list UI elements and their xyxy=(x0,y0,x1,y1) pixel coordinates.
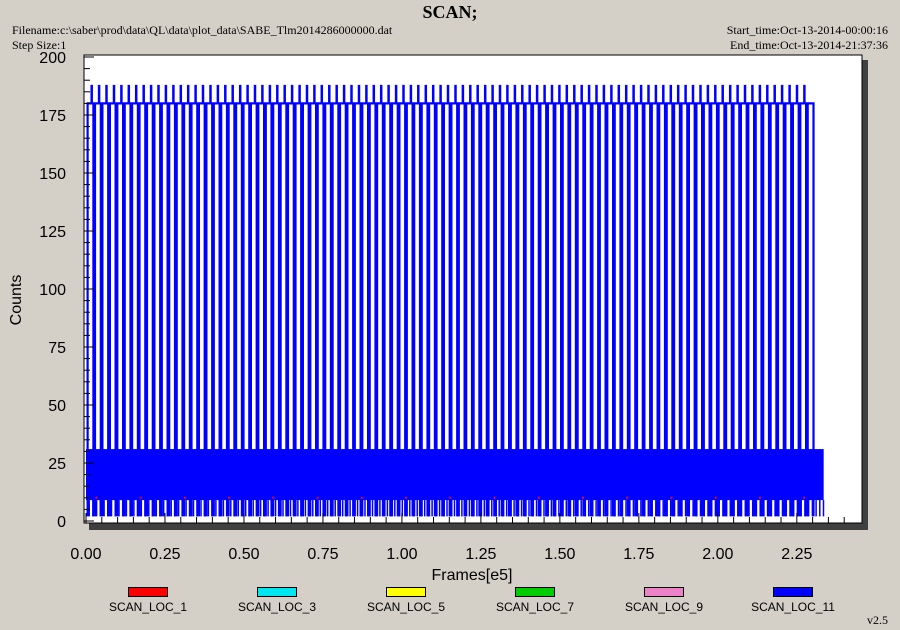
legend-label: SCAN_LOC_7 xyxy=(495,600,575,614)
scan-loc-1-point xyxy=(360,496,363,499)
legend-swatch xyxy=(257,587,297,597)
x-tick-label: 1.00 xyxy=(386,546,417,563)
x-tick-label: 2.00 xyxy=(702,546,733,563)
legend-item: SCAN_LOC_1 xyxy=(93,587,203,614)
scan-loc-1-point xyxy=(139,496,142,499)
scan-loc-1-point xyxy=(493,496,496,499)
chart-title: SCAN; xyxy=(422,2,478,22)
filename-label: Filename:c:\saber\prod\data\QL\data\plot… xyxy=(12,23,393,37)
legend-item: SCAN_LOC_11 xyxy=(738,587,848,614)
scan-loc-11-spikes xyxy=(90,84,806,104)
legend-swatch xyxy=(386,587,426,597)
scan-loc-1-point xyxy=(449,496,452,499)
scan-loc-11-band xyxy=(86,449,824,501)
x-tick-label: 0.25 xyxy=(149,546,180,563)
legend-swatch xyxy=(644,587,684,597)
x-tick-label: 0.75 xyxy=(307,546,338,563)
scan-loc-1-point xyxy=(626,496,629,499)
scan-loc-1-point xyxy=(758,496,761,499)
y-tick-label: 175 xyxy=(39,108,66,125)
y-tick-label: 25 xyxy=(48,456,66,473)
legend-label: SCAN_LOC_5 xyxy=(366,600,446,614)
x-tick-label: 1.50 xyxy=(544,546,575,563)
y-tick-label: 125 xyxy=(39,224,66,241)
x-tick-label: 2.25 xyxy=(781,546,812,563)
legend-item: SCAN_LOC_9 xyxy=(609,587,719,614)
end-time-label: End_time:Oct-13-2014-21:37:36 xyxy=(730,38,888,52)
scan-loc-1-point xyxy=(316,496,319,499)
start-time-label: Start_time:Oct-13-2014-00:00:16 xyxy=(726,23,888,37)
legend-label: SCAN_LOC_3 xyxy=(237,600,317,614)
legend-label: SCAN_LOC_1 xyxy=(108,600,188,614)
x-tick-label: 0.50 xyxy=(228,546,259,563)
y-axis-label: Counts xyxy=(8,275,25,326)
x-tick-label: 1.25 xyxy=(465,546,496,563)
legend-item: SCAN_LOC_3 xyxy=(222,587,332,614)
scan-loc-1-point xyxy=(183,496,186,499)
version-label: v2.5 xyxy=(867,613,888,627)
y-tick-label: 150 xyxy=(39,166,66,183)
legend-swatch xyxy=(128,587,168,597)
y-tick-label: 200 xyxy=(39,50,66,67)
scan-loc-1-point xyxy=(95,496,98,499)
x-axis-label: Frames[e5] xyxy=(432,567,513,584)
scan-loc-1-point xyxy=(714,496,717,499)
scan-loc-11-whiskers xyxy=(88,500,825,517)
legend-label: SCAN_LOC_11 xyxy=(751,600,835,614)
scan-loc-1-point xyxy=(228,496,231,499)
scan-loc-1-point xyxy=(803,496,806,499)
y-tick-label: 100 xyxy=(39,282,66,299)
axis-layer: 0 25 50 75 100 125 150 175 200 0.00 0.25 0.50 0.75 1.… xyxy=(39,50,845,563)
scan-loc-1-point xyxy=(405,496,408,499)
legend-swatch xyxy=(515,587,555,597)
y-tick-label: 0 xyxy=(57,514,66,531)
y-tick-label: 50 xyxy=(48,398,66,415)
legend-swatch xyxy=(773,587,813,597)
legend-item: SCAN_LOC_5 xyxy=(351,587,461,614)
x-tick-label: 0.00 xyxy=(70,546,101,563)
scan-loc-1-point xyxy=(272,496,275,499)
step-size-label: Step Size:1 xyxy=(12,38,67,52)
legend-item: SCAN_LOC_7 xyxy=(480,587,590,614)
legend-label: SCAN_LOC_9 xyxy=(624,600,704,614)
scan-loc-1-point xyxy=(537,496,540,499)
scan-loc-1-point xyxy=(581,496,584,499)
x-tick-label: 1.75 xyxy=(623,546,654,563)
y-tick-label: 75 xyxy=(48,340,66,357)
scan-loc-1-point xyxy=(670,496,673,499)
data-layer xyxy=(86,84,825,517)
